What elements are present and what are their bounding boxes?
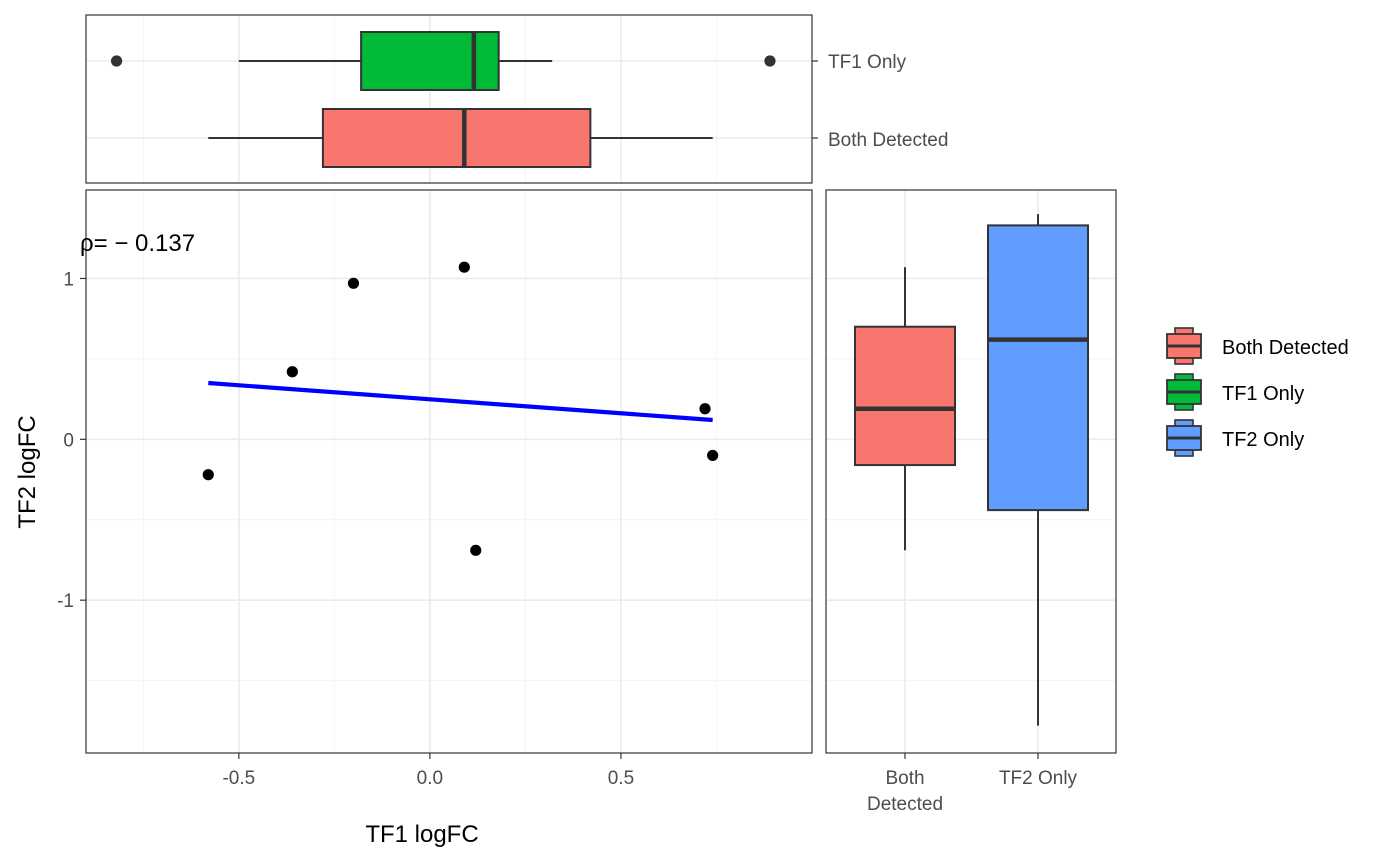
- top-boxplot-panel: TF1 Only Both Detected: [85, 14, 948, 184]
- right-panel-category-ticks: [904, 753, 1039, 759]
- scatter-point: [347, 277, 360, 289]
- top-panel-border: [85, 14, 813, 184]
- top-category-label-tf1-only: TF1 Only: [828, 52, 907, 73]
- scatter-axis-ticks: -0.5 0.0 0.5 -1 0 1: [57, 269, 634, 789]
- scatter-point: [202, 469, 214, 481]
- box-outlier: [764, 55, 776, 67]
- top-category-label-both-detected: Both Detected: [828, 130, 948, 151]
- y-axis-tick-label: 0: [63, 430, 74, 451]
- right-category-label-both: Both: [885, 768, 924, 789]
- box-body: [987, 224, 1089, 512]
- legend-key-tf2-only: [1166, 419, 1202, 457]
- box-body: [854, 325, 956, 467]
- y-axis-title: TF2 logFC: [14, 415, 41, 528]
- legend-label-tf2-only: TF2 Only: [1222, 429, 1304, 451]
- top-boxplot-tf1-only: [110, 31, 776, 91]
- right-category-label-detected: Detected: [867, 794, 943, 815]
- legend: Both Detected TF1 Only TF2 Only: [1166, 327, 1349, 457]
- scatter-point: [470, 544, 482, 556]
- box-outlier: [110, 55, 123, 67]
- x-axis-tick-label: 0.0: [417, 768, 443, 789]
- y-axis-tick-label: 1: [63, 269, 74, 290]
- x-axis-tick-label: -0.5: [222, 768, 255, 789]
- scatter-point: [699, 403, 711, 415]
- scatter-fit-line-layer: [208, 380, 713, 423]
- right-boxplot-tf2-only: [987, 214, 1089, 726]
- legend-key-both-detected: [1166, 327, 1202, 365]
- x-axis-title: TF1 logFC: [365, 821, 478, 848]
- scatter-points: [202, 261, 719, 556]
- regression-line: [208, 380, 713, 423]
- legend-key-tf1-only: [1166, 373, 1202, 411]
- right-panel-boxes: [854, 214, 1089, 726]
- legend-label-both-detected: Both Detected: [1222, 337, 1349, 359]
- scatter-point: [458, 261, 470, 273]
- scatter-panel-grid: [86, 190, 812, 753]
- correlation-annotation: ρ= − 0.137: [80, 230, 195, 257]
- top-boxplot-both-detected: [208, 108, 713, 168]
- scatter-panel: -0.5 0.0 0.5 -1 0 1 ρ= − 0.137 TF1 logFC TF2 …: [14, 189, 813, 848]
- legend-keys: [1166, 327, 1202, 457]
- legend-label-tf1-only: TF1 Only: [1222, 383, 1304, 405]
- scatter-point: [286, 366, 298, 378]
- right-boxplot-both-detected: [854, 267, 956, 551]
- box-body: [321, 108, 592, 168]
- box-body: [360, 31, 500, 91]
- right-boxplot-panel: Both Detected TF2 Only: [825, 189, 1117, 815]
- y-axis-tick-label: -1: [57, 591, 74, 612]
- top-panel-category-ticks: [812, 60, 818, 139]
- top-panel-boxes: [110, 31, 776, 168]
- scatter-panel-border: [85, 189, 813, 754]
- scatter-point: [707, 449, 719, 462]
- right-category-label-tf2-only: TF2 Only: [999, 768, 1078, 789]
- right-panel-border: [825, 189, 1117, 754]
- x-axis-tick-label: 0.5: [608, 768, 634, 789]
